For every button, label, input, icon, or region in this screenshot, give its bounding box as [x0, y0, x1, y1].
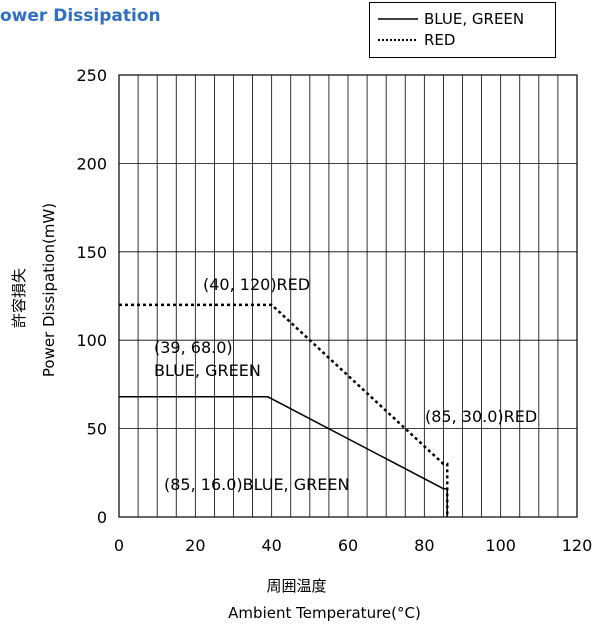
y-tick-label: 50 [87, 420, 107, 439]
y-tick-label: 200 [76, 154, 107, 173]
plot-area-frame [118, 74, 578, 518]
y-tick-label: 250 [76, 66, 107, 85]
legend-label-red: RED [424, 31, 456, 49]
legend-item-red: RED [376, 30, 455, 50]
x-axis-label: Ambient Temperature(°C) [228, 604, 421, 622]
x-tick-label: 100 [485, 536, 516, 555]
x-tick-label: 60 [338, 536, 358, 555]
x-tick-label: 120 [562, 536, 593, 555]
y-tick-label: 150 [76, 243, 107, 262]
x-tick-label: 80 [414, 536, 434, 555]
annotation-label: (85, 16.0)BLUE, GREEN [164, 475, 349, 494]
x-tick-label: 20 [185, 536, 205, 555]
series-line-red [119, 303, 449, 517]
annotation-label: (39, 68.0) [154, 338, 233, 357]
y-tick-label: 0 [97, 508, 107, 527]
legend: BLUE, GREEN RED [369, 2, 556, 58]
legend-item-blue-green: BLUE, GREEN [376, 9, 524, 29]
annotation-label: (85, 30.0)RED [425, 407, 537, 426]
legend-solid-line-icon [378, 18, 418, 20]
series-line-blue-green [119, 396, 448, 517]
legend-label-blue-green: BLUE, GREEN [424, 10, 525, 28]
legend-dotted-line-icon [378, 39, 418, 41]
y-tick-label: 100 [76, 331, 107, 350]
x-tick-label: 0 [114, 536, 124, 555]
x-axis-label-ja: 周囲温度 [266, 577, 327, 595]
annotation-label: (40, 120)RED [203, 275, 310, 294]
annotation-label: BLUE, GREEN [154, 361, 261, 380]
chart-title: ower Dissipation [0, 6, 161, 26]
x-tick-label: 40 [261, 536, 281, 555]
